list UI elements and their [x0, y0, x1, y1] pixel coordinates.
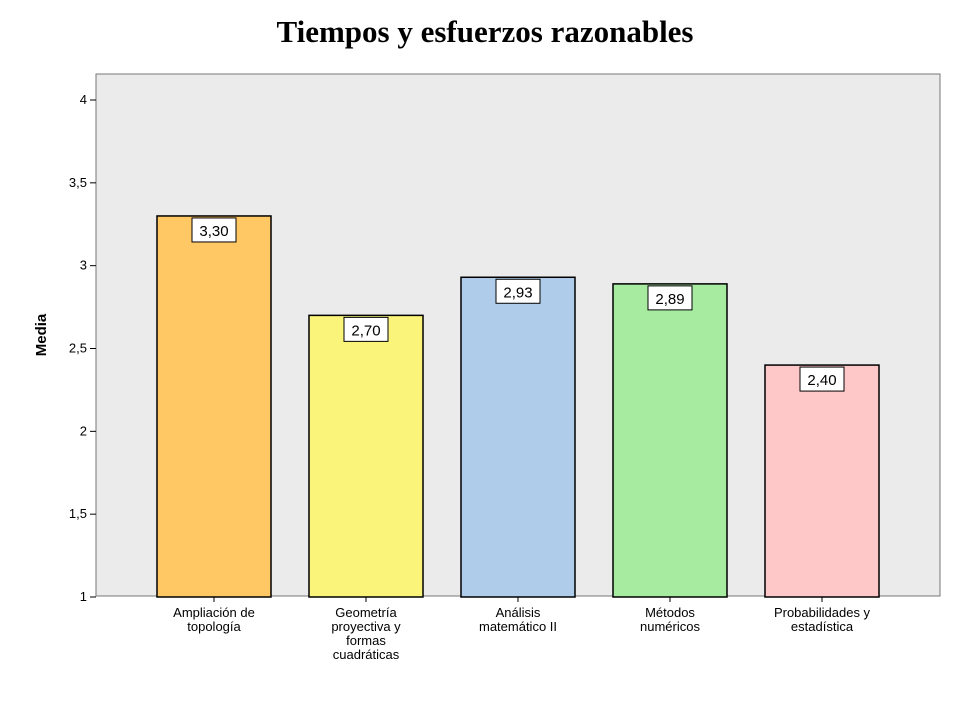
data-labels: 3,30 2,70 2,93 2,89 2,40	[191, 217, 845, 392]
x-tick-label: Geometría proyectiva y formas cuadráticas	[331, 605, 401, 662]
x-tick-label-line: Métodos	[645, 605, 695, 620]
y-tick-label: 2,5	[69, 341, 87, 356]
bar	[764, 364, 880, 598]
data-label: 2,89	[655, 291, 684, 308]
y-tick-label: 3,5	[69, 175, 87, 190]
y-tick-label: 1,5	[69, 506, 87, 521]
y-tick-label: 4	[80, 92, 87, 107]
x-tick-label-line: numéricos	[640, 619, 700, 634]
x-tick-label: Ampliación de topología	[173, 605, 255, 634]
x-tick-label: Probabilidades y estadística	[774, 605, 871, 634]
y-tick-label: 2	[80, 423, 87, 438]
bar	[612, 283, 728, 598]
y-axis: 1 1,5 2 2,5 3 3,5 4	[69, 92, 96, 604]
y-axis-label: Media	[33, 313, 50, 356]
data-label-box	[799, 366, 845, 392]
bar	[308, 314, 424, 598]
x-tick-label: Métodos numéricos	[640, 605, 700, 634]
x-tick-label-line: estadística	[791, 619, 854, 634]
x-tick-label: Análisis matemático II	[479, 605, 557, 634]
data-label-box	[647, 285, 693, 311]
x-tick-label-line: topología	[187, 619, 241, 634]
data-label-box	[495, 278, 541, 304]
data-label: 2,40	[807, 372, 836, 389]
x-axis: Ampliación de topología Geometría proyectiv…	[173, 597, 871, 662]
bar	[156, 215, 272, 598]
x-tick-label-line: Geometría	[335, 605, 397, 620]
y-tick-label: 1	[80, 589, 87, 604]
x-tick-label-line: Análisis	[496, 605, 541, 620]
data-label: 2,93	[503, 284, 532, 301]
y-tick-label: 3	[80, 258, 87, 273]
x-tick-label-line: Probabilidades y	[774, 605, 871, 620]
bar	[460, 276, 576, 598]
x-tick-label-line: Ampliación de	[173, 605, 255, 620]
data-label: 2,70	[351, 322, 380, 339]
x-tick-label-line: cuadráticas	[333, 647, 400, 662]
x-tick-label-line: proyectiva y	[331, 619, 401, 634]
x-tick-label-line: matemático II	[479, 619, 557, 634]
data-label-box	[191, 217, 237, 243]
x-tick-label-line: formas	[346, 633, 386, 648]
chart-title: Tiempos y esfuerzos razonables	[276, 14, 694, 49]
data-label-box	[343, 316, 389, 342]
data-label: 3,30	[199, 223, 228, 240]
